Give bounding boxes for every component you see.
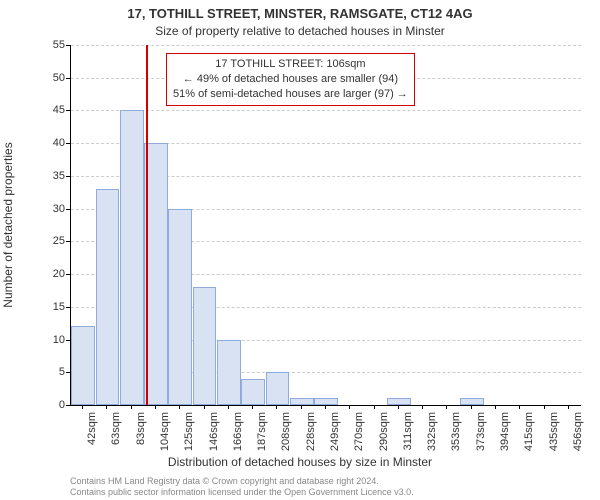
xtick-mark [131, 405, 132, 409]
xtick-label: 249sqm [329, 412, 341, 451]
ytick-label: 45 [37, 104, 65, 116]
xtick-mark [179, 405, 180, 409]
xtick-mark [204, 405, 205, 409]
xtick-label: 332sqm [426, 412, 438, 451]
ytick-label: 30 [37, 203, 65, 215]
annotation-box: 17 TOTHILL STREET: 106sqm← 49% of detach… [166, 53, 415, 106]
xtick-label: 311sqm [402, 412, 414, 450]
bar [217, 340, 241, 405]
bar [193, 287, 217, 405]
xtick-mark [228, 405, 229, 409]
ytick-label: 20 [37, 268, 65, 280]
attribution: Contains HM Land Registry data © Crown c… [70, 476, 414, 498]
xtick-label: 208sqm [280, 412, 292, 451]
y-axis-label: Number of detached properties [1, 142, 15, 307]
xtick-mark [349, 405, 350, 409]
xtick-mark [495, 405, 496, 409]
xtick-label: 270sqm [353, 412, 365, 451]
bar [120, 110, 144, 405]
xtick-label: 104sqm [159, 412, 171, 451]
xtick-mark [325, 405, 326, 409]
bar [241, 379, 265, 405]
xtick-label: 456sqm [572, 412, 584, 451]
xtick-label: 166sqm [232, 412, 244, 451]
chart-container: 17, TOTHILL STREET, MINSTER, RAMSGATE, C… [0, 0, 600, 500]
bar [290, 398, 314, 405]
x-axis-label: Distribution of detached houses by size … [0, 455, 600, 469]
ytick-label: 25 [37, 235, 65, 247]
xtick-mark [422, 405, 423, 409]
xtick-mark [446, 405, 447, 409]
xtick-mark [252, 405, 253, 409]
xtick-label: 373sqm [475, 412, 487, 451]
xtick-label: 42sqm [86, 412, 98, 445]
ytick-label: 35 [37, 170, 65, 182]
bar [168, 209, 192, 405]
annotation-line: ← 49% of detached houses are smaller (94… [173, 72, 408, 87]
xtick-label: 125sqm [183, 412, 195, 451]
xtick-mark [155, 405, 156, 409]
xtick-label: 63sqm [110, 412, 122, 445]
annotation-line: 51% of semi-detached houses are larger (… [173, 87, 408, 102]
xtick-label: 83sqm [135, 412, 147, 445]
xtick-mark [374, 405, 375, 409]
x-ticks: 42sqm 63sqm 83sqm 104sqm 125sqm 146sqm 166sqm 1… [70, 412, 580, 452]
chart-title: 17, TOTHILL STREET, MINSTER, RAMSGATE, C… [0, 6, 600, 21]
xtick-label: 394sqm [499, 412, 511, 451]
bar [266, 372, 290, 405]
xtick-label: 435sqm [548, 412, 560, 451]
chart-subtitle: Size of property relative to detached ho… [0, 24, 600, 38]
xtick-label: 353sqm [450, 412, 462, 451]
annotation-line: 17 TOTHILL STREET: 106sqm [173, 57, 408, 72]
subject-marker-line [146, 45, 148, 405]
ytick-label: 50 [37, 72, 65, 84]
xtick-mark [82, 405, 83, 409]
bar [387, 398, 411, 405]
attribution-line-1: Contains HM Land Registry data © Crown c… [70, 476, 414, 487]
xtick-label: 146sqm [208, 412, 220, 451]
xtick-mark [398, 405, 399, 409]
bar [460, 398, 484, 405]
bar [71, 326, 95, 405]
xtick-mark [301, 405, 302, 409]
xtick-mark [106, 405, 107, 409]
xtick-label: 290sqm [378, 412, 390, 451]
ytick-label: 40 [37, 137, 65, 149]
xtick-mark [568, 405, 569, 409]
bar [96, 189, 120, 405]
xtick-mark [519, 405, 520, 409]
xtick-label: 228sqm [305, 412, 317, 451]
xtick-label: 187sqm [256, 412, 268, 451]
attribution-line-2: Contains public sector information licen… [70, 487, 414, 498]
ytick-label: 55 [37, 39, 65, 51]
ytick-label: 0 [37, 399, 65, 411]
ytick-label: 10 [37, 334, 65, 346]
plot-area: 17 TOTHILL STREET: 106sqm← 49% of detach… [70, 45, 581, 406]
xtick-mark [471, 405, 472, 409]
ytick-label: 5 [37, 366, 65, 378]
xtick-mark [544, 405, 545, 409]
xtick-mark [276, 405, 277, 409]
xtick-label: 415sqm [523, 412, 535, 451]
ytick-label: 15 [37, 301, 65, 313]
